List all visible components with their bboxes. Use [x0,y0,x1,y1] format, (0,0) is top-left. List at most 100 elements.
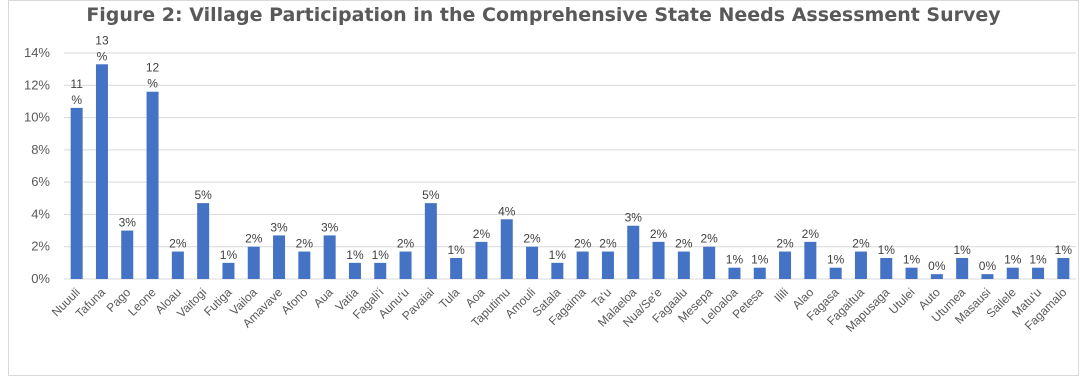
bar [779,251,792,279]
data-label: 1% [1004,253,1022,267]
bar [829,267,842,279]
bar [854,251,867,279]
category-label: Tula [436,285,462,311]
bar [247,246,260,279]
bar [576,251,589,279]
category-label: Futiga [201,285,235,319]
category-label: Aua [311,285,336,310]
data-label: 2% [523,232,541,246]
data-label: 2% [599,237,617,251]
bar [70,107,83,279]
data-label: 2% [296,237,314,251]
category-label: Utulei [886,285,918,317]
data-label: 2% [397,237,415,251]
y-tick-label: 12% [24,77,50,92]
data-label: 1% [1055,243,1073,257]
data-label: 0% [928,259,946,273]
chart-title: Figure 2: Village Participation in the C… [86,4,1001,26]
bar [728,267,741,279]
data-label: 11% [70,77,83,107]
bar [627,225,640,279]
bar [551,262,564,279]
bar [981,274,994,279]
y-tick-label: 2% [31,239,50,254]
data-label: 2% [776,237,794,251]
data-label: 1% [447,243,465,257]
bar [273,235,286,279]
data-label: 2% [650,227,668,241]
data-label: 12% [146,61,160,91]
bar [753,267,766,279]
data-label: 2% [473,227,491,241]
data-label: 3% [119,216,137,230]
data-label: 1% [726,253,744,267]
data-label: 2% [675,237,693,251]
bar [146,91,159,279]
category-label: Tafuna [73,285,109,321]
category-labels: NuuuliTafunaPagoLeoneAloauVaitogiFutigaV… [49,285,1070,335]
data-label: 1% [346,248,364,262]
data-label: 2% [574,237,592,251]
bar [930,274,943,279]
chart-frame [8,0,1079,376]
data-labels: 11 % 13 % 3% 12 % 2% 5% 1% 2% 3% 2% 3% 1% 1% 2% 5% 1% 2% 4% 2… [70,33,1072,273]
bar [348,262,361,279]
data-label: 2% [245,232,263,246]
category-label: Ilili [771,285,791,305]
data-label: 2% [169,237,187,251]
data-label: 5% [422,188,440,202]
bar [956,258,969,279]
bar [905,267,918,279]
bar [374,262,387,279]
data-label: 2% [700,232,718,246]
bar [171,251,184,279]
bar [121,230,134,279]
bar [197,203,210,279]
data-label: 0% [979,259,997,273]
data-label: 1% [1029,253,1047,267]
bar [424,203,437,279]
y-tick-label: 14% [24,45,50,60]
bar [95,64,108,279]
data-label: 2% [802,227,820,241]
data-label: 1% [549,248,567,262]
data-label: 3% [321,220,339,234]
data-label: 13% [95,33,109,63]
bar [804,241,817,279]
data-label: 4% [498,204,516,218]
bar [677,251,690,279]
gridlines [64,52,1076,280]
bar [880,258,893,279]
data-label: 1% [953,243,971,257]
y-tick-label: 6% [31,174,50,189]
data-label: 1% [827,253,845,267]
bar [526,246,539,279]
data-label: 5% [194,188,212,202]
bars [70,64,1070,279]
bar [1032,267,1045,279]
bar [1006,267,1019,279]
bar [703,246,716,279]
y-axis-ticks: 0% 2% 4% 6% 8% 10% 12% 14% [24,45,50,286]
data-label: 1% [751,253,769,267]
bar [323,235,336,279]
y-tick-label: 0% [31,271,50,286]
bar [399,251,412,279]
bar [298,251,311,279]
data-label: 3% [270,220,288,234]
data-label: 1% [878,243,896,257]
category-label: Leone [125,285,159,319]
bar [500,219,513,279]
data-label: 1% [220,248,238,262]
category-label: Afono [278,285,310,317]
bar [652,241,665,279]
y-tick-label: 8% [31,142,50,157]
bar [450,258,463,279]
data-label: 3% [625,211,643,225]
bar [222,262,235,279]
bar [475,241,488,279]
data-label: 1% [903,253,921,267]
y-tick-label: 4% [31,206,50,221]
y-tick-label: 10% [24,110,50,125]
